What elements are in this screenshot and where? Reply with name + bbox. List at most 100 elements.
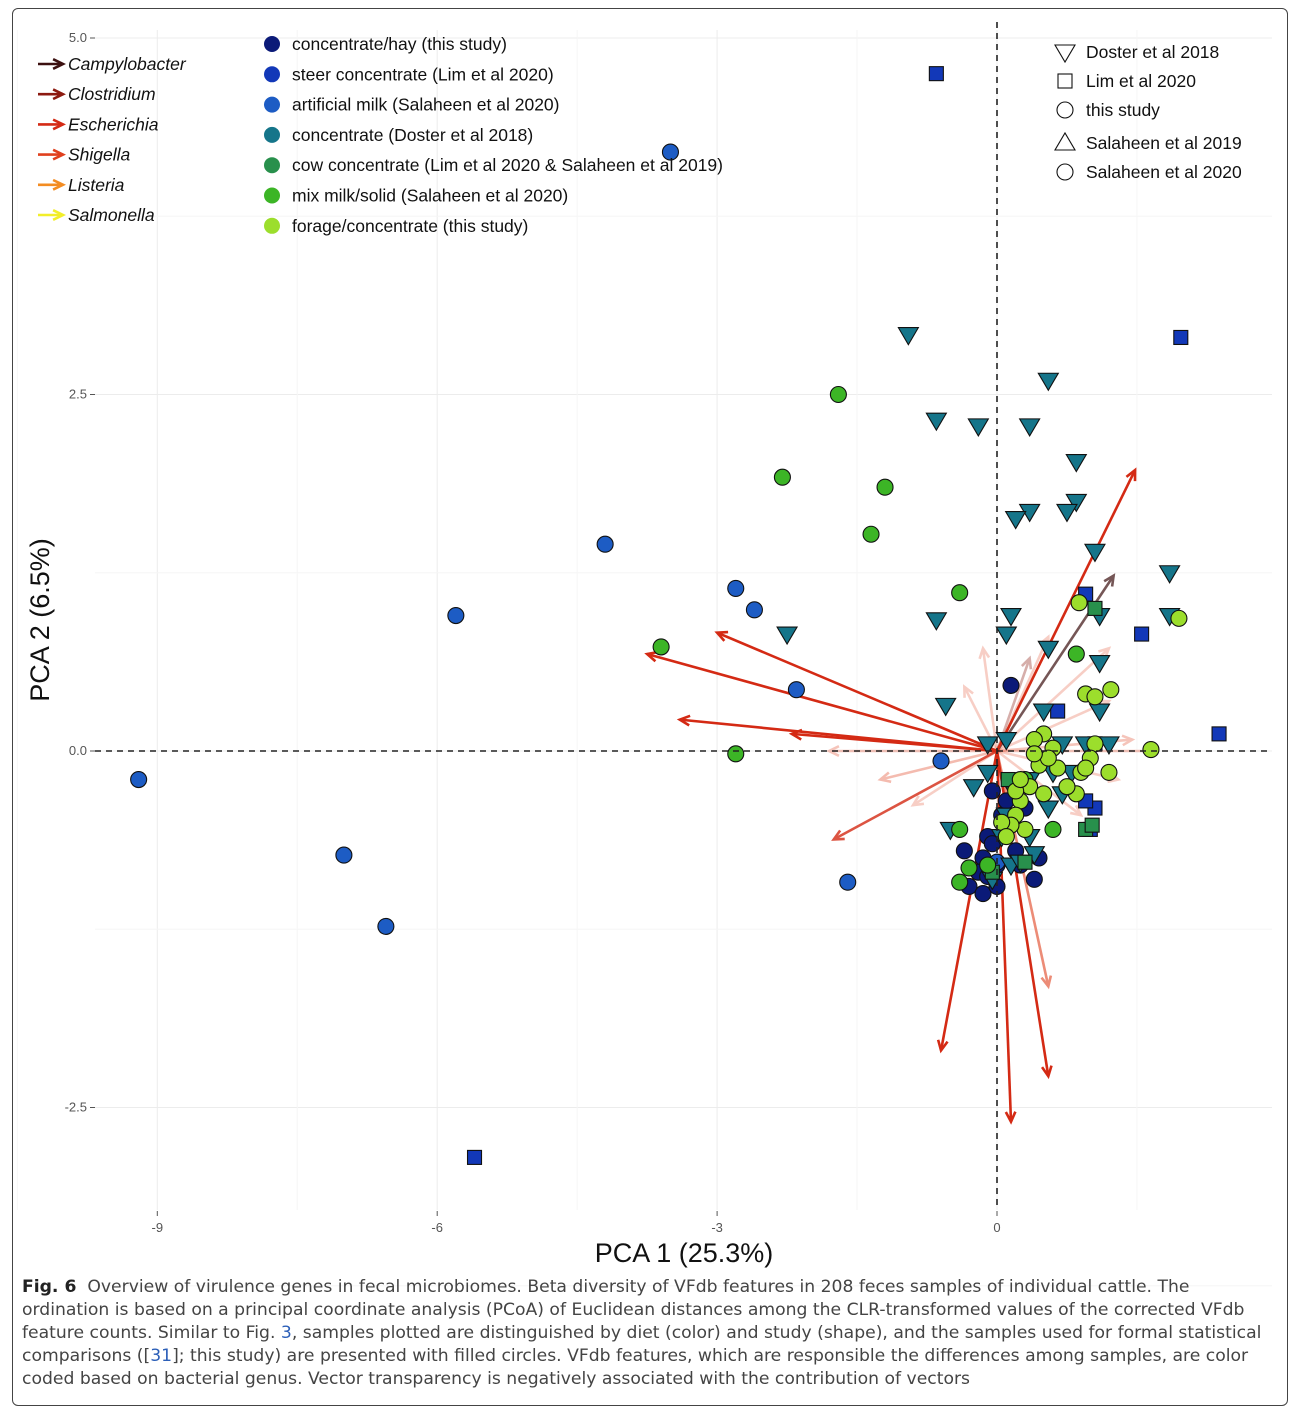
caption-ref-31[interactable]: 31 — [150, 1346, 173, 1366]
vector-head — [52, 118, 66, 131]
feature-vector — [996, 749, 1084, 817]
sample-point — [1025, 731, 1043, 749]
sample-point — [976, 736, 999, 755]
genus-legend-arrow — [38, 209, 66, 221]
diet-legend-label: cow concentrate (Lim et al 2020 & Salahe… — [292, 155, 723, 175]
y-axis-label: PCA 2 (6.5%) — [25, 538, 55, 702]
x-tick-label: -6 — [431, 1220, 443, 1235]
diet-legend-label: mix milk/solid (Salaheen et al 2020) — [292, 186, 568, 206]
vector-head — [910, 795, 925, 807]
vector-shaft — [995, 469, 1137, 752]
sample-point — [1050, 703, 1066, 719]
genus-legend-arrow — [38, 178, 66, 191]
sample-point — [727, 745, 745, 763]
feature-vector — [714, 630, 998, 753]
sample-point — [1087, 600, 1103, 616]
sample-point — [1065, 453, 1088, 473]
sample-point — [976, 764, 999, 784]
vector-head — [1040, 1065, 1053, 1080]
feature-vector — [936, 750, 999, 1054]
caption-ref-fig3[interactable]: 3 — [280, 1323, 292, 1343]
x-tick-label: -9 — [152, 1220, 164, 1235]
vector-head — [52, 58, 66, 70]
sample-point — [727, 579, 745, 597]
sample-point — [997, 828, 1015, 846]
vector-shaft — [646, 652, 998, 753]
vector-head — [1020, 655, 1033, 670]
figure-caption: Fig. 6 Overview of virulence genes in fe… — [22, 1276, 1277, 1391]
sample-point — [1004, 511, 1027, 530]
vector-head — [52, 148, 66, 161]
sample-point — [995, 626, 1018, 646]
sample-point — [1086, 735, 1104, 753]
sample-point — [932, 752, 950, 770]
sample-point — [1067, 645, 1085, 663]
sample-point — [1032, 703, 1055, 723]
sample-point — [951, 820, 969, 838]
sample-point — [1070, 594, 1088, 612]
vector-head — [1004, 1111, 1017, 1125]
vector-head — [52, 88, 66, 101]
diet-legend-label: concentrate (Doster et al 2018) — [292, 125, 533, 145]
sample-point — [829, 385, 847, 404]
sample-point — [1097, 736, 1120, 755]
caption-text-c: ]; this study) are presented with filled… — [22, 1346, 1249, 1389]
x-tick-label: 0 — [993, 1220, 1000, 1235]
sample-point — [1173, 329, 1189, 346]
sample-point — [1037, 640, 1060, 660]
feature-vector — [978, 645, 999, 752]
sample-point — [983, 782, 1001, 800]
vector-head — [52, 209, 66, 221]
study-legend-label: Doster et al 2018 — [1086, 42, 1219, 62]
sample-point — [839, 873, 857, 891]
genus-legend-label: Clostridium — [68, 84, 156, 104]
y-tick-label: 2.5 — [69, 387, 87, 402]
sample-point — [1002, 676, 1020, 694]
sample-point — [773, 468, 791, 486]
figure-label: Fig. 6 — [22, 1277, 77, 1297]
diet-legend-label: forage/concentrate (this study) — [292, 216, 528, 236]
sample-point — [1102, 681, 1120, 699]
genus-legend-label: Shigella — [68, 145, 131, 165]
sample-point — [652, 638, 670, 656]
diet-legend-swatch — [264, 96, 280, 113]
sample-point — [993, 813, 1011, 831]
genus-legend-label: Campylobacter — [68, 54, 187, 74]
vector-shaft — [996, 749, 1082, 817]
sample-point — [1017, 854, 1033, 870]
study-legend-symbol — [1054, 44, 1076, 64]
sample-point — [466, 1149, 483, 1165]
vector-shaft — [833, 749, 998, 841]
sample-point — [1058, 778, 1076, 796]
sample-point — [925, 412, 948, 432]
sample-point — [1025, 745, 1043, 763]
caption-text-a: Overview of virulence genes in fecal mic… — [22, 1277, 1245, 1343]
vector-head — [714, 630, 729, 642]
genus-legend-arrow — [38, 148, 66, 161]
sample-point — [447, 606, 465, 625]
vector-head — [1103, 573, 1116, 587]
sample-point — [1142, 741, 1160, 759]
y-tick-label: 0.0 — [69, 743, 87, 758]
sample-point — [934, 697, 957, 717]
feature-vector — [831, 749, 998, 841]
sample-point — [1084, 543, 1106, 563]
genus-legend-arrow — [38, 88, 66, 101]
y-tick-label: 5.0 — [69, 30, 87, 45]
vector-head — [962, 684, 974, 698]
sample-point — [876, 478, 894, 496]
diet-legend-label: steer concentrate (Lim et al 2020) — [292, 64, 554, 84]
sample-point — [1100, 763, 1118, 781]
sample-point — [1077, 759, 1095, 777]
sample-point — [962, 779, 985, 798]
axes: -9 -6 -3 0 5.0 2.5 0.0 -2.5 — [65, 22, 1272, 1235]
diet-legend-swatch — [264, 126, 280, 143]
genus-legend-label: Listeria — [68, 175, 125, 195]
vector-head — [936, 1039, 949, 1054]
sample-points — [130, 66, 1227, 1165]
feature-vector — [788, 728, 998, 753]
vector-shaft — [939, 750, 999, 1051]
study-legend-label: Salaheen et al 2020 — [1086, 162, 1242, 182]
vector-head — [1125, 467, 1137, 482]
